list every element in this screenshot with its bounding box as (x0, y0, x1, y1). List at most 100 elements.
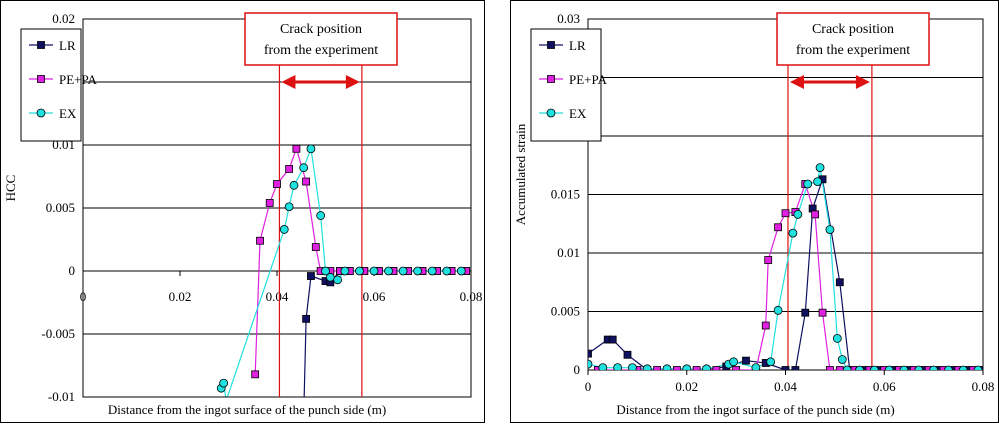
y-tick-label: 0.02 (52, 11, 75, 26)
data-point (793, 209, 803, 219)
data-point (642, 364, 652, 370)
data-point (251, 370, 260, 379)
data-point (969, 366, 978, 370)
data-point (384, 266, 393, 276)
data-point (818, 308, 827, 317)
crack-annotation-line1: Crack position (812, 22, 894, 37)
data-point (751, 363, 761, 370)
crack-annotation-line1: Crack position (280, 22, 362, 37)
crack-arrow-head-right (855, 75, 870, 89)
data-point (958, 365, 968, 370)
crack-annotation-box (776, 12, 930, 66)
data-point (398, 266, 408, 276)
data-point (884, 365, 894, 370)
data-point (811, 210, 820, 219)
y-tick-label: 0 (574, 362, 581, 377)
legend: LR PE+PA EX (530, 28, 608, 142)
data-point (832, 334, 842, 343)
data-point (623, 350, 632, 359)
data-point (781, 209, 790, 218)
data-point (939, 366, 948, 370)
data-point (837, 355, 847, 364)
legend-label: LR (59, 38, 76, 53)
data-point (803, 179, 813, 189)
data-point (773, 305, 783, 315)
crack-annotation-box (244, 12, 398, 66)
data-point (850, 366, 859, 370)
data-point (284, 202, 294, 212)
data-point (219, 378, 229, 388)
crack-annotation-line2: from the experiment (796, 43, 910, 58)
data-point (899, 365, 909, 370)
hcc-chart: -0.01-0.00500.0050.010.0150.0200.020.040… (3, 11, 482, 417)
y-tick-label: 0.015 (551, 187, 580, 202)
data-point (456, 266, 466, 276)
data-point (442, 266, 452, 276)
data-point (265, 199, 274, 207)
data-point (909, 366, 918, 370)
data-point (964, 366, 973, 370)
data-point (869, 365, 879, 370)
legend-marker (546, 108, 556, 118)
data-point (842, 365, 852, 370)
data-point (256, 236, 264, 245)
data-point (712, 366, 721, 370)
data-point (321, 266, 330, 276)
data-point (588, 359, 593, 369)
data-point (613, 363, 623, 370)
y-tick-label: 0.005 (551, 304, 580, 319)
legend-marker (547, 41, 555, 49)
data-point (825, 225, 835, 235)
data-point (311, 243, 320, 251)
data-point (316, 211, 326, 220)
crack-arrow-head-left (281, 75, 296, 89)
data-point (306, 144, 316, 154)
data-point (791, 366, 800, 370)
legend-box (530, 28, 602, 142)
y-tick-label: -0.01 (48, 389, 75, 404)
data-point (860, 366, 869, 370)
hcc-chart-panel: -0.01-0.00500.0050.010.0150.0200.020.040… (0, 0, 485, 423)
y-tick-label: 0 (69, 263, 76, 278)
data-point (761, 321, 770, 330)
data-point (865, 366, 874, 370)
series-line-ex (588, 167, 979, 370)
legend-marker (37, 41, 45, 49)
data-point (289, 180, 299, 190)
data-point (628, 363, 637, 370)
data-point (682, 364, 692, 370)
legend: LR PE+PA EX (20, 28, 98, 142)
data-point (223, 396, 229, 397)
data-point (672, 366, 681, 370)
data-point (692, 366, 701, 370)
data-point (299, 163, 309, 173)
data-point (815, 163, 825, 172)
data-point (934, 366, 943, 370)
series-line-pe-pa (254, 146, 467, 375)
data-point (914, 365, 924, 370)
plot-area (588, 163, 983, 370)
x-tick-label: 0.06 (873, 379, 896, 394)
data-point (325, 272, 335, 282)
x-axis-label: Distance from the ingot surface of the p… (108, 402, 386, 417)
data-point (954, 366, 963, 370)
data-point (929, 365, 939, 370)
data-point (788, 228, 798, 238)
x-tick-label: 0.02 (169, 289, 192, 304)
data-point (279, 225, 289, 234)
data-point (835, 278, 844, 287)
data-point (608, 335, 617, 344)
legend-label: EX (59, 106, 77, 121)
x-axis-label: Distance from the ingot surface of the p… (616, 402, 894, 417)
data-point (340, 266, 350, 276)
x-tick-label: 0 (80, 289, 87, 304)
y-tick-label: 0.005 (46, 200, 75, 215)
legend-label: EX (569, 106, 587, 121)
data-point (826, 366, 834, 370)
data-point (588, 349, 592, 358)
data-point (764, 256, 773, 264)
data-point (855, 365, 864, 370)
data-point (292, 144, 301, 153)
data-point (427, 266, 437, 276)
data-point (369, 266, 379, 276)
